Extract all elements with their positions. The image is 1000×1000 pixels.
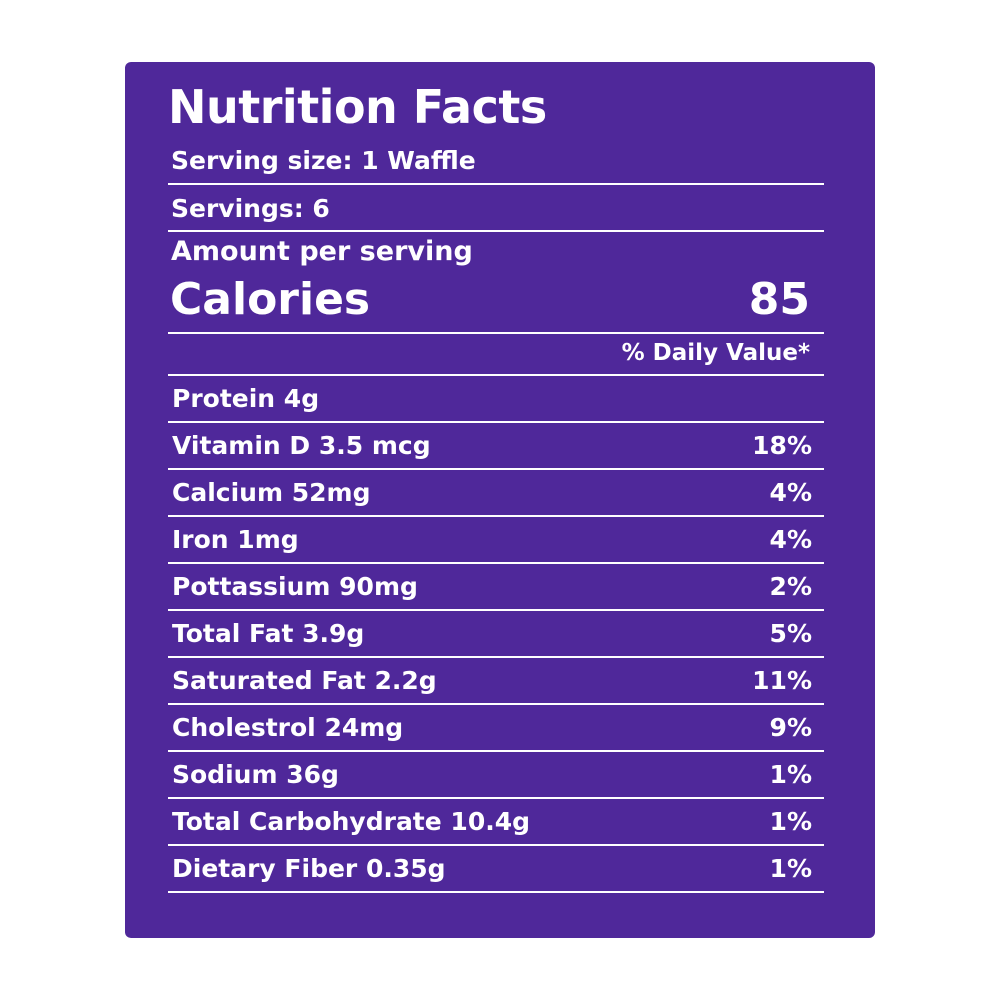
nutrient-name: Pottassium 90mg [172,572,418,601]
serving-size: Serving size: 1 Waffle [171,146,476,175]
nutrient-daily-value: 1% [769,854,812,883]
nutrient-name: Vitamin D 3.5 mcg [172,431,431,460]
servings-per-container: Servings: 6 [171,194,330,223]
nutrition-facts-title: Nutrition Facts [168,80,547,134]
nutrient-name: Saturated Fat 2.2g [172,666,437,695]
nutrient-daily-value: 9% [769,713,812,742]
nutrient-row: Total Carbohydrate 10.4g 1% [168,799,824,846]
nutrient-name: Cholestrol 24mg [172,713,404,742]
daily-value-header: % Daily Value* [621,340,810,366]
nutrient-row: Total Fat 3.9g 5% [168,611,824,658]
nutrient-daily-value: 5% [769,619,812,648]
nutrient-daily-value: 1% [769,760,812,789]
nutrient-name: Protein 4g [172,384,320,413]
nutrient-row: Cholestrol 24mg 9% [168,705,824,752]
calories-label: Calories [170,274,371,325]
nutrient-row: Sodium 36g 1% [168,752,824,799]
nutrient-name: Sodium 36g [172,760,339,789]
nutrient-name: Total Carbohydrate 10.4g [172,807,530,836]
nutrient-row: Calcium 52mg 4% [168,470,824,517]
nutrient-name: Iron 1mg [172,525,299,554]
nutrient-name: Calcium 52mg [172,478,371,507]
divider [168,374,824,376]
nutrient-daily-value: 1% [769,807,812,836]
nutrient-name: Total Fat 3.9g [172,619,365,648]
calories-value: 85 [748,274,810,325]
nutrient-name: Dietary Fiber 0.35g [172,854,446,883]
divider [168,230,824,232]
amount-per-serving: Amount per serving [171,236,473,267]
nutrient-daily-value: 4% [769,478,812,507]
nutrient-row: Protein 4g [168,376,824,423]
nutrition-label-panel [125,62,875,938]
nutrient-daily-value: 2% [769,572,812,601]
nutrient-row: Dietary Fiber 0.35g 1% [168,846,824,893]
nutrient-daily-value: 11% [752,666,812,695]
nutrient-row: Pottassium 90mg 2% [168,564,824,611]
nutrient-row: Iron 1mg 4% [168,517,824,564]
nutrient-list: Protein 4g Vitamin D 3.5 mcg 18% Calcium 52… [168,376,824,893]
nutrient-daily-value: 4% [769,525,812,554]
nutrient-row: Saturated Fat 2.2g 11% [168,658,824,705]
nutrient-daily-value: 18% [752,431,812,460]
nutrient-row: Vitamin D 3.5 mcg 18% [168,423,824,470]
divider [168,332,824,334]
divider [168,183,824,185]
